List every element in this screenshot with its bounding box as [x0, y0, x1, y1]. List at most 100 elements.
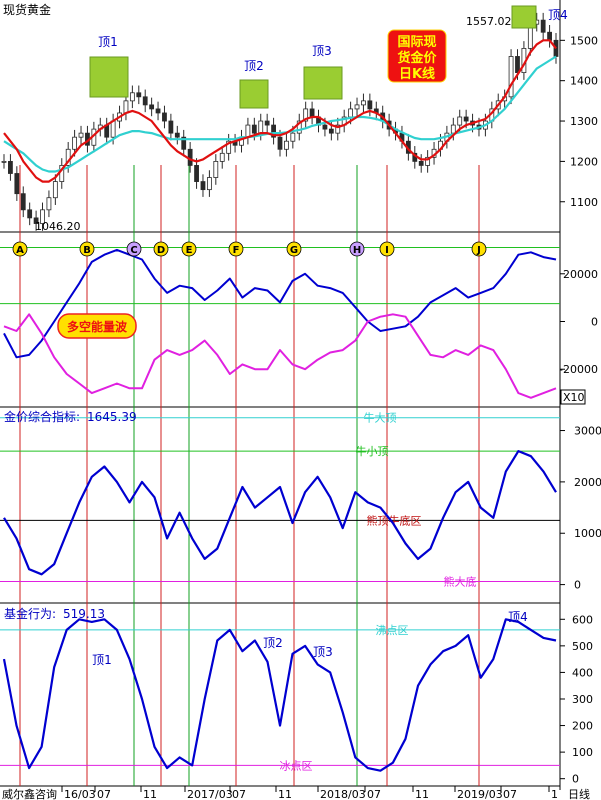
candle-body — [245, 124, 251, 138]
peak-label: 顶1 — [92, 653, 112, 667]
candle-body — [8, 160, 13, 174]
peak-label: 顶4 — [548, 8, 568, 22]
candle-body — [463, 116, 469, 122]
event-marker-label: C — [130, 245, 137, 256]
x-tick-label: 11 — [415, 788, 429, 800]
candle-body — [78, 132, 84, 138]
candle-body — [149, 104, 155, 110]
energy-wave-box — [57, 313, 137, 339]
fund-line — [2, 618, 557, 772]
x-tick-label: 07 — [367, 788, 381, 800]
y-tick-label: 1400 — [570, 75, 598, 88]
x-tick-label: 16/03 — [64, 788, 96, 800]
x10-box — [560, 389, 586, 405]
x-tick-label: 1 — [551, 788, 558, 800]
candle-body — [14, 173, 20, 195]
candle-body — [123, 100, 129, 114]
y-tick-label: 1000 — [574, 527, 601, 540]
candle-body — [258, 120, 264, 134]
fund-panel-value: 519.13 — [63, 607, 105, 621]
peak-label: 顶2 — [244, 59, 264, 73]
candle-body — [367, 100, 373, 110]
index-panel-value: 1645.39 — [87, 410, 137, 424]
x-tick-label: 07 — [232, 788, 246, 800]
level-label: 冰点区 — [280, 759, 313, 772]
chart-title-box — [387, 29, 447, 83]
event-marker — [379, 241, 395, 257]
candle-body — [515, 56, 520, 74]
x-tick-label: 2018/03 — [320, 788, 366, 800]
candle-body — [20, 193, 26, 211]
x-tick-label: 11 — [278, 788, 292, 800]
candle-body — [450, 124, 456, 134]
candle-body — [361, 100, 366, 106]
candle-body — [46, 197, 52, 211]
x-tick-label: 11 — [143, 788, 157, 800]
peak-label: 顶1 — [98, 35, 118, 49]
candle-body — [226, 140, 232, 154]
candle-body — [168, 120, 174, 134]
candle-body — [303, 108, 309, 122]
ma-red-line — [3, 39, 557, 183]
candle-body — [547, 31, 552, 41]
candle-body — [284, 140, 289, 150]
level-label: 沸点区 — [376, 624, 409, 637]
event-marker — [286, 241, 302, 257]
candle-body — [277, 136, 283, 150]
candle-body — [213, 160, 219, 178]
event-marker — [153, 241, 169, 257]
y-tick-label: 1500 — [570, 34, 598, 47]
level-label: 牛小顶 — [356, 444, 389, 458]
ma-cyan-line — [3, 55, 557, 173]
peak-label: 顶2 — [263, 636, 283, 650]
y-tick-label: 600 — [572, 613, 593, 626]
event-marker-label: D — [157, 245, 165, 256]
candle-body — [206, 177, 212, 191]
peak-label: 顶3 — [313, 645, 333, 659]
candle-body — [194, 165, 199, 182]
x10-label: X10 — [563, 391, 585, 404]
x-tick-label: 威尔鑫咨询 — [2, 787, 57, 800]
event-marker-label: H — [353, 245, 361, 256]
y-tick-label: 300 — [572, 693, 593, 706]
y-tick-label: 2000 — [574, 476, 601, 489]
candle-body — [328, 128, 334, 134]
event-marker-label: E — [186, 245, 193, 256]
candle-body — [290, 132, 296, 142]
candle-body — [425, 156, 431, 166]
y-tick-label: 100 — [572, 746, 593, 759]
level-label: 牛大顶 — [364, 411, 397, 425]
x-tick-label: 日线 — [568, 787, 590, 800]
chart-title-line2: 货金价 — [397, 50, 437, 66]
candle-body — [136, 92, 142, 98]
y-tick-label: 1300 — [570, 115, 598, 128]
candle-body — [72, 136, 78, 150]
fund-panel-title: 基金行为: — [4, 606, 56, 621]
level-label: 熊顶牛底区 — [367, 513, 422, 527]
candle-body — [418, 160, 424, 166]
candle-body — [181, 136, 187, 150]
candle-body — [296, 120, 302, 134]
event-marker-label: A — [16, 245, 24, 256]
top-box — [89, 56, 129, 98]
event-marker — [79, 241, 95, 257]
x-tick-label: 07 — [97, 788, 111, 800]
index-line — [3, 450, 557, 576]
candle-body — [200, 181, 206, 191]
energy-magenta-line — [3, 313, 557, 399]
candle-body — [309, 108, 315, 118]
y-tick-label: 200 — [572, 720, 593, 733]
event-marker-label: I — [385, 245, 389, 256]
candle-body — [251, 124, 257, 134]
event-marker-label: G — [290, 245, 298, 256]
candle-body — [335, 124, 341, 134]
candle-body — [457, 116, 463, 126]
candle-body — [27, 209, 33, 219]
y-tick-label: 0 — [574, 579, 581, 592]
y-tick-label: 20000 — [563, 268, 598, 281]
y-tick-label: 0 — [591, 316, 598, 329]
chart-title-line3: 日K线 — [399, 66, 435, 82]
top-box — [303, 66, 343, 100]
